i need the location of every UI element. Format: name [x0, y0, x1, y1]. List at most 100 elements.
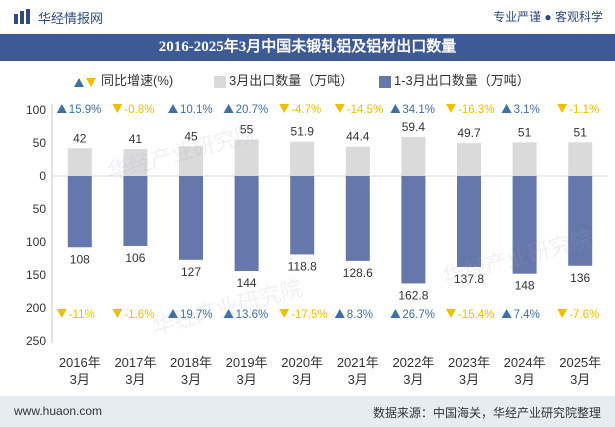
y-tick-label: 100 — [26, 103, 46, 117]
ytd-export-bar — [345, 176, 370, 261]
march-export-bar — [290, 141, 315, 176]
growth-legend-icon — [74, 77, 96, 87]
legend-item-march: 3月出口数量（万吨） — [214, 70, 353, 89]
growth-ytd-label: 13.6% — [236, 309, 269, 321]
bar-chart: 100 50 0 50 100 150 200 250 42 108 15.9% -11% 2016年 3… — [26, 103, 608, 387]
growth-ytd-label-down-icon — [557, 309, 568, 318]
y-tick-label: 0 — [39, 169, 46, 183]
growth-ytd-label: 19.7% — [180, 309, 213, 321]
march-value-label: 42 — [73, 131, 87, 145]
growth-ytd-label: 7.4% — [514, 309, 540, 321]
growth-march-label-down-icon — [334, 104, 345, 113]
top-bar: 华经情报网 专业严谨 ● 客观科学 — [0, 0, 615, 34]
growth-ytd-label-up-icon — [168, 309, 178, 318]
x-tick-label: 2022年 3月 — [392, 355, 434, 387]
legend-label-ytd: 1-3月出口数量（万吨） — [394, 73, 530, 88]
x-tick-label: 2023年 3月 — [448, 355, 490, 387]
ytd-value-label: 127 — [181, 265, 201, 279]
growth-ytd-label: -1.6% — [124, 309, 154, 321]
ytd-legend-swatch — [379, 75, 391, 88]
x-tick-label: 2016年 3月 — [59, 355, 101, 387]
x-tick-label: 2017年 3月 — [114, 355, 156, 387]
ytd-export-bar — [234, 176, 259, 272]
march-value-label: 51.9 — [291, 125, 315, 139]
growth-march-label: -16.3% — [458, 104, 494, 116]
x-tick-label: 2018年 3月 — [170, 355, 212, 387]
y-tick-label: 150 — [26, 268, 46, 282]
growth-march-label: -14.5% — [347, 104, 383, 116]
logo-icon — [14, 9, 30, 24]
y-tick-label: 250 — [26, 334, 46, 348]
ytd-export-bar — [568, 176, 593, 266]
ytd-export-bar — [179, 176, 203, 260]
growth-ytd-label-down-icon — [112, 309, 123, 318]
legend-label-growth: 同比增速(%) — [101, 73, 174, 88]
ytd-export-bar — [512, 176, 537, 274]
growth-ytd-label: 26.7% — [402, 309, 435, 321]
growth-march-label: -1.1% — [569, 104, 599, 116]
y-tick-label: 200 — [26, 301, 46, 315]
march-value-label: 51 — [518, 125, 532, 139]
growth-ytd-label-up-icon — [501, 309, 512, 318]
growth-march-label-down-icon — [279, 104, 290, 113]
ytd-value-label: 162.8 — [398, 288, 428, 302]
growth-march-label-down-icon — [112, 104, 123, 113]
growth-march-label: 10.1% — [180, 104, 213, 116]
ytd-value-label: 148 — [515, 279, 535, 293]
growth-ytd-label-down-icon — [279, 309, 290, 318]
march-export-bar — [179, 146, 203, 176]
site-name: 华经情报网 — [38, 11, 104, 26]
ytd-value-label: 136 — [570, 271, 590, 285]
growth-march-label: 15.9% — [69, 104, 102, 116]
y-tick-label: 50 — [33, 202, 47, 216]
march-export-bar — [234, 139, 259, 176]
march-value-label: 41 — [129, 132, 143, 146]
growth-ytd-label-up-icon — [334, 309, 345, 318]
march-legend-swatch — [214, 75, 226, 88]
legend: 同比增速(%) 3月出口数量（万吨） 1-3月出口数量（万吨） — [0, 70, 615, 92]
growth-ytd-label: -17.5% — [291, 309, 327, 321]
ytd-export-bar — [123, 176, 148, 246]
x-tick-label: 2024年 3月 — [504, 355, 546, 387]
march-value-label: 51 — [574, 125, 588, 139]
growth-march-label-down-icon — [557, 104, 568, 113]
chart-title: 2016-2025年3月中国未锻轧铝及铝材出口数量 — [158, 39, 457, 55]
legend-item-ytd: 1-3月出口数量（万吨） — [379, 70, 530, 89]
march-value-label: 59.4 — [402, 120, 426, 134]
march-value-label: 49.7 — [457, 126, 481, 140]
march-export-bar — [512, 142, 537, 176]
march-export-bar — [345, 146, 370, 176]
growth-march-label-down-icon — [446, 104, 456, 113]
march-value-label: 55 — [240, 123, 254, 137]
ytd-value-label: 128.6 — [343, 266, 373, 280]
growth-ytd-label: -11% — [69, 309, 95, 321]
ytd-value-label: 137.8 — [454, 272, 484, 286]
growth-march-label-up-icon — [56, 104, 67, 113]
growth-march-label: -0.8% — [124, 104, 154, 116]
growth-march-label: 3.1% — [514, 104, 540, 116]
march-value-label: 45 — [184, 129, 198, 143]
x-tick-label: 2020年 3月 — [281, 355, 323, 387]
x-tick-label: 2021年 3月 — [337, 355, 379, 387]
march-export-bar — [568, 142, 593, 176]
growth-march-label-up-icon — [501, 104, 512, 113]
growth-ytd-label-up-icon — [223, 309, 234, 318]
growth-ytd-label-up-icon — [390, 309, 401, 318]
growth-ytd-label-down-icon — [56, 309, 67, 318]
footer-website: www.huaon.com — [14, 404, 103, 418]
legend-label-march: 3月出口数量（万吨） — [229, 73, 354, 88]
ytd-export-bar — [457, 176, 481, 267]
ytd-value-label: 144 — [237, 276, 257, 290]
growth-ytd-label: -15.4% — [458, 309, 494, 321]
march-export-bar — [401, 136, 426, 176]
growth-march-label-up-icon — [168, 104, 178, 113]
legend-item-growth: 同比增速(%) — [74, 70, 173, 89]
growth-march-label: 20.7% — [236, 104, 269, 116]
growth-ytd-label: 8.3% — [347, 309, 373, 321]
growth-ytd-label: -7.6% — [569, 309, 599, 321]
ytd-value-label: 118.8 — [288, 259, 317, 273]
y-tick-label: 100 — [26, 235, 46, 249]
growth-march-label: 34.1% — [402, 104, 435, 116]
x-tick-label: 2019年 3月 — [226, 355, 268, 387]
growth-march-label-up-icon — [223, 104, 234, 113]
